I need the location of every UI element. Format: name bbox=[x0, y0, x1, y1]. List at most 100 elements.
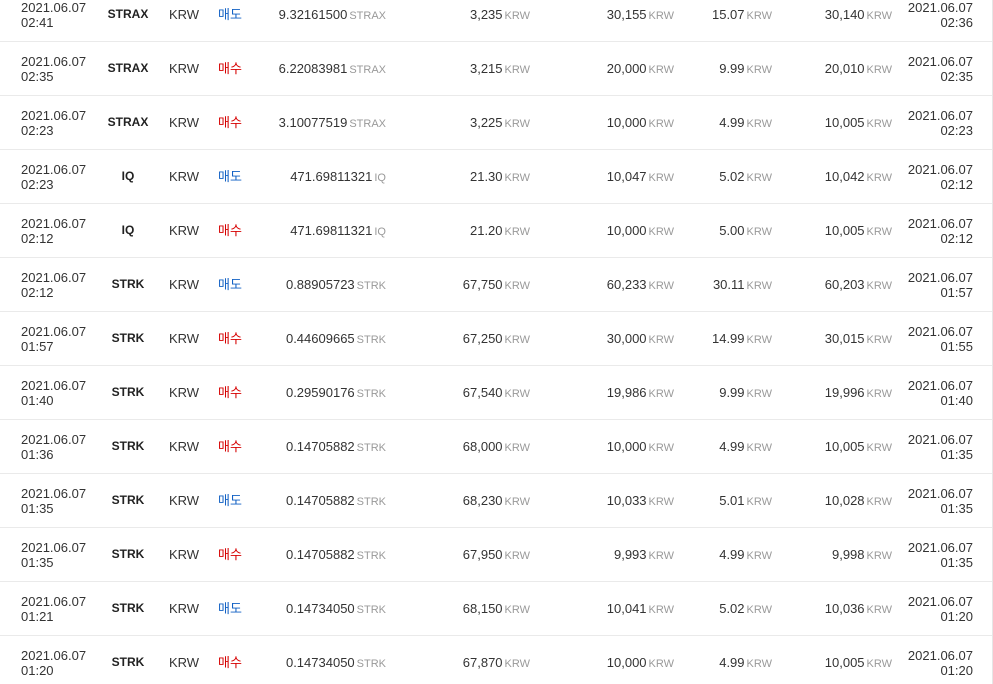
coin-symbol: STRK bbox=[111, 601, 145, 615]
fee-unit: KRW bbox=[746, 118, 772, 130]
settlement-value: 60,203 bbox=[824, 277, 865, 292]
fee-unit: KRW bbox=[746, 388, 772, 400]
price: 67,250 KRW bbox=[400, 312, 530, 365]
quantity-value: 471.69811321 bbox=[290, 223, 373, 238]
executed-time: 2021.06.07 02:35 bbox=[21, 42, 101, 95]
fee: 5.02 KRW bbox=[690, 150, 772, 203]
quantity: 3.10077519 STRAX bbox=[240, 96, 386, 149]
table-row: 2021.06.07 02:35 STRAX KRW 매수 6.22083981 STRAX… bbox=[0, 42, 992, 96]
order-time: 2021.06.07 02:12 bbox=[900, 150, 973, 203]
trade-type: 매도 bbox=[218, 277, 242, 292]
executed-time: 2021.06.07 02:12 bbox=[21, 258, 101, 311]
quantity: 0.14734050 STRK bbox=[240, 582, 386, 635]
price-value: 3,225 bbox=[469, 115, 503, 130]
order-date: 2021.06.07 bbox=[907, 323, 973, 339]
fee-value: 4.99 bbox=[719, 115, 745, 130]
price: 67,540 KRW bbox=[400, 366, 530, 419]
trade-amount: 30,155 KRW bbox=[540, 0, 674, 41]
table-row: 2021.06.07 02:12 STRK KRW 매도 0.88905723 STRK 67… bbox=[0, 258, 992, 312]
amount-unit: KRW bbox=[648, 64, 674, 76]
executed-date: 2021.06.07 bbox=[21, 539, 87, 555]
settlement-amount: 30,015 KRW bbox=[780, 312, 892, 365]
order-clock: 02:23 bbox=[940, 122, 973, 138]
executed-clock: 02:35 bbox=[21, 68, 54, 84]
coin-symbol: STRK bbox=[111, 439, 145, 453]
executed-time: 2021.06.07 02:12 bbox=[21, 204, 101, 257]
price-unit: KRW bbox=[504, 10, 530, 22]
executed-date: 2021.06.07 bbox=[21, 0, 87, 15]
quantity-value: 9.32161500 bbox=[278, 7, 348, 22]
price-value: 68,000 bbox=[462, 439, 503, 454]
amount-unit: KRW bbox=[648, 496, 674, 508]
price-value: 3,215 bbox=[469, 61, 503, 76]
amount-value: 30,155 bbox=[606, 7, 647, 22]
quantity-unit: STRAX bbox=[349, 10, 386, 22]
order-clock: 01:40 bbox=[940, 392, 973, 408]
fee-value: 5.00 bbox=[719, 223, 745, 238]
price: 3,235 KRW bbox=[400, 0, 530, 41]
amount-unit: KRW bbox=[648, 118, 674, 130]
settlement-unit: KRW bbox=[866, 226, 892, 238]
settlement-amount: 10,036 KRW bbox=[780, 582, 892, 635]
order-time: 2021.06.07 01:57 bbox=[900, 258, 973, 311]
price: 21.30 KRW bbox=[400, 150, 530, 203]
executed-clock: 02:12 bbox=[21, 284, 54, 300]
order-time: 2021.06.07 01:40 bbox=[900, 366, 973, 419]
price-unit: KRW bbox=[504, 226, 530, 238]
trade-amount: 30,000 KRW bbox=[540, 312, 674, 365]
amount-unit: KRW bbox=[648, 172, 674, 184]
fee-value: 5.01 bbox=[719, 493, 745, 508]
price-value: 21.20 bbox=[469, 223, 503, 238]
market: KRW bbox=[168, 115, 200, 130]
amount-unit: KRW bbox=[648, 604, 674, 616]
settlement-value: 30,015 bbox=[824, 331, 865, 346]
fee-value: 30.11 bbox=[712, 277, 745, 292]
market: KRW bbox=[168, 601, 200, 616]
settlement-value: 10,028 bbox=[824, 493, 865, 508]
fee-value: 5.02 bbox=[719, 601, 745, 616]
trade-amount: 10,000 KRW bbox=[540, 636, 674, 684]
trade-type: 매수 bbox=[218, 547, 242, 562]
fee: 4.99 KRW bbox=[690, 420, 772, 473]
price-unit: KRW bbox=[504, 118, 530, 130]
settlement-amount: 10,042 KRW bbox=[780, 150, 892, 203]
table-row: 2021.06.07 01:57 STRK KRW 매수 0.44609665 STRK 67… bbox=[0, 312, 992, 366]
amount-value: 10,000 bbox=[606, 115, 647, 130]
fee: 5.00 KRW bbox=[690, 204, 772, 257]
market: KRW bbox=[168, 277, 200, 292]
order-time: 2021.06.07 02:36 bbox=[900, 0, 973, 41]
price-unit: KRW bbox=[504, 280, 530, 292]
amount-unit: KRW bbox=[648, 658, 674, 670]
settlement-amount: 10,005 KRW bbox=[780, 96, 892, 149]
amount-unit: KRW bbox=[648, 388, 674, 400]
quantity-value: 0.88905723 bbox=[285, 277, 355, 292]
settlement-value: 10,042 bbox=[824, 169, 865, 184]
coin-symbol: IQ bbox=[121, 169, 135, 183]
quantity-value: 0.14734050 bbox=[285, 601, 355, 616]
executed-clock: 02:12 bbox=[21, 230, 54, 246]
settlement-unit: KRW bbox=[866, 64, 892, 76]
trade-type: 매수 bbox=[218, 61, 242, 76]
quantity-value: 0.44609665 bbox=[285, 331, 355, 346]
settlement-unit: KRW bbox=[866, 604, 892, 616]
quantity-value: 0.14705882 bbox=[285, 493, 355, 508]
market: KRW bbox=[168, 439, 200, 454]
order-clock: 02:12 bbox=[940, 230, 973, 246]
price-value: 21.30 bbox=[469, 169, 503, 184]
executed-time: 2021.06.07 01:57 bbox=[21, 312, 101, 365]
executed-clock: 01:40 bbox=[21, 392, 54, 408]
order-clock: 01:20 bbox=[940, 662, 973, 678]
executed-time: 2021.06.07 02:41 bbox=[21, 0, 101, 41]
settlement-amount: 9,998 KRW bbox=[780, 528, 892, 581]
market: KRW bbox=[168, 385, 200, 400]
amount-value: 9,993 bbox=[613, 547, 647, 562]
settlement-amount: 19,996 KRW bbox=[780, 366, 892, 419]
executed-time: 2021.06.07 01:35 bbox=[21, 528, 101, 581]
executed-date: 2021.06.07 bbox=[21, 161, 87, 177]
trade-amount: 10,033 KRW bbox=[540, 474, 674, 527]
trade-type: 매도 bbox=[218, 169, 242, 184]
fee-unit: KRW bbox=[746, 442, 772, 454]
trade-amount: 20,000 KRW bbox=[540, 42, 674, 95]
quantity: 6.22083981 STRAX bbox=[240, 42, 386, 95]
executed-time: 2021.06.07 01:35 bbox=[21, 474, 101, 527]
